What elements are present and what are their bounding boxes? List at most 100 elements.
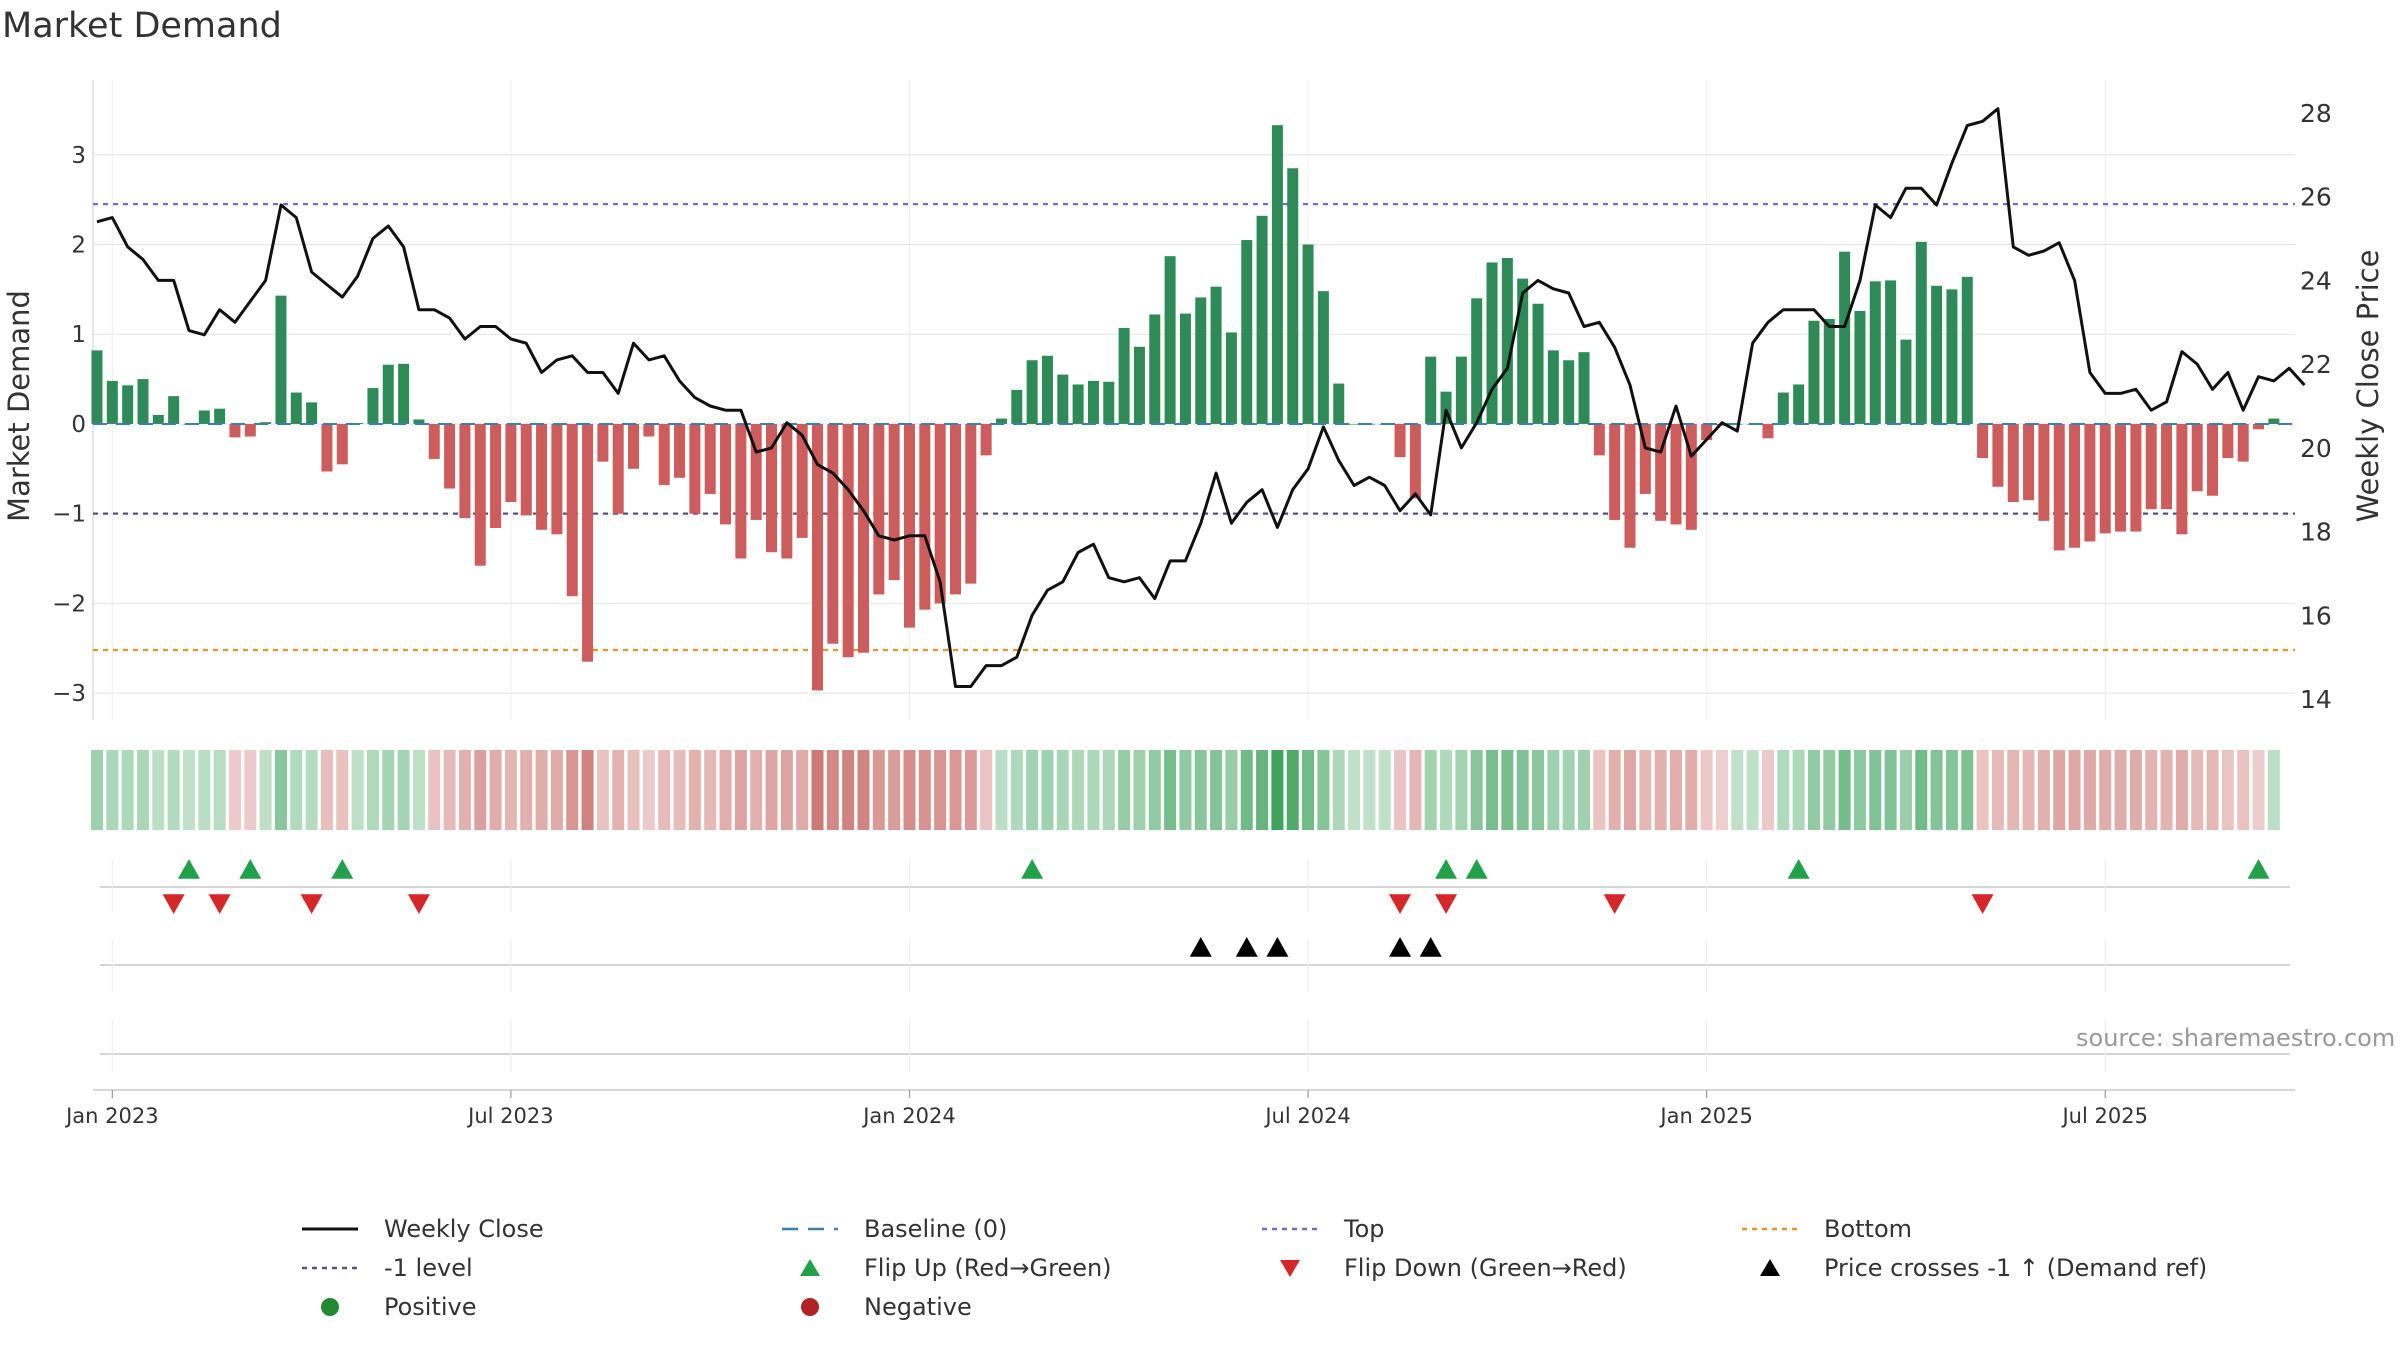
demand-bar bbox=[643, 423, 655, 437]
y-axis-title: Market Demand bbox=[2, 290, 36, 522]
demand-bar bbox=[91, 350, 103, 424]
legend-label: Positive bbox=[384, 1293, 477, 1321]
heat-strip-cell bbox=[305, 750, 318, 830]
demand-bar bbox=[474, 423, 486, 566]
legend: Weekly Close Baseline (0) Top Bottom -1 leve… bbox=[300, 1215, 2300, 1335]
flip-down-marker bbox=[1603, 894, 1626, 914]
heat-strip-cell bbox=[1961, 750, 1974, 830]
heat-strip-cell bbox=[1179, 750, 1192, 830]
demand-bar bbox=[1195, 297, 1207, 424]
heat-strip-cell bbox=[1378, 750, 1391, 830]
heat-strip-cell bbox=[1194, 750, 1207, 830]
demand-bar bbox=[1271, 125, 1283, 424]
demand-bar bbox=[2007, 423, 2019, 502]
legend-item: Negative bbox=[780, 1293, 972, 1321]
heat-strip-cell bbox=[274, 750, 287, 830]
demand-bar bbox=[1869, 281, 1881, 424]
demand-bar bbox=[2023, 423, 2035, 501]
demand-bar bbox=[214, 408, 226, 424]
heat-strip-cell bbox=[458, 750, 471, 830]
demand-bar bbox=[444, 423, 456, 489]
heat-strip-cell bbox=[121, 750, 134, 830]
demand-bar bbox=[796, 423, 808, 538]
demand-bar bbox=[1885, 280, 1897, 424]
flip-up-marker bbox=[239, 859, 262, 879]
legend-item: Top bbox=[1260, 1215, 1385, 1243]
price-cross-marker bbox=[1235, 937, 1258, 957]
flip-down-marker bbox=[407, 894, 430, 914]
demand-bar bbox=[306, 402, 318, 424]
heat-strip-cell bbox=[688, 750, 701, 830]
flip-up-marker bbox=[1465, 859, 1488, 879]
heat-strip-cell bbox=[1715, 750, 1728, 830]
heat-strip-cell bbox=[1164, 750, 1177, 830]
price-cross-marker bbox=[1189, 937, 1212, 957]
heat-strip-cell bbox=[474, 750, 487, 830]
demand-bar bbox=[612, 423, 624, 514]
demand-bar bbox=[903, 423, 915, 628]
demand-bar bbox=[1517, 278, 1529, 424]
demand-bar bbox=[1118, 327, 1130, 424]
heat-strip-cell bbox=[1148, 750, 1161, 830]
heat-strip-cell bbox=[2022, 750, 2035, 830]
heat-strip-cell bbox=[750, 750, 763, 830]
legend-symbol-line bbox=[300, 1219, 360, 1239]
legend-label: Flip Up (Red→Green) bbox=[864, 1254, 1112, 1282]
demand-bar bbox=[2237, 423, 2249, 462]
heat-strip-cell bbox=[290, 750, 303, 830]
demand-bar bbox=[321, 423, 333, 472]
demand-bar bbox=[168, 396, 180, 424]
legend-label: -1 level bbox=[384, 1254, 473, 1282]
heat-strip-cell bbox=[1884, 750, 1897, 830]
heat-strip-cell bbox=[259, 750, 272, 830]
demand-bar bbox=[367, 388, 379, 424]
legend-item: Flip Down (Green→Red) bbox=[1260, 1254, 1627, 1282]
demand-bar bbox=[1563, 360, 1575, 424]
heat-strip-cell bbox=[1700, 750, 1713, 830]
demand-bar bbox=[275, 295, 287, 424]
demand-bar bbox=[2176, 423, 2188, 535]
heat-strip-cell bbox=[1593, 750, 1606, 830]
demand-bar bbox=[1854, 310, 1866, 424]
heat-strip-cell bbox=[1394, 750, 1407, 830]
heat-strip-cell bbox=[2252, 750, 2265, 830]
legend-item: Bottom bbox=[1740, 1215, 1912, 1243]
demand-bar bbox=[152, 414, 164, 424]
demand-bar bbox=[1808, 320, 1820, 424]
heat-strip-cell bbox=[397, 750, 410, 830]
demand-bar bbox=[1333, 383, 1345, 424]
heat-strip-cell bbox=[535, 750, 548, 830]
demand-bar bbox=[1425, 356, 1437, 424]
demand-bar bbox=[628, 423, 640, 469]
legend-item: Flip Up (Red→Green) bbox=[780, 1254, 1112, 1282]
heat-strip-cell bbox=[673, 750, 686, 830]
x-tick-label: Jan 2025 bbox=[1658, 1104, 1753, 1128]
demand-bar bbox=[1670, 423, 1682, 525]
demand-bar bbox=[122, 385, 134, 424]
heat-strip-cell bbox=[1302, 750, 1315, 830]
heat-strip-cell bbox=[167, 750, 180, 830]
demand-bar bbox=[1532, 303, 1544, 424]
legend-item: Positive bbox=[300, 1293, 477, 1321]
heat-strip-cell bbox=[1317, 750, 1330, 830]
demand-bar bbox=[137, 379, 149, 424]
demand-bar bbox=[812, 423, 824, 691]
demand-bar bbox=[2038, 423, 2050, 521]
heat-strip-cell bbox=[1102, 750, 1115, 830]
heat-strip-cell bbox=[366, 750, 379, 830]
heat-strip-cell bbox=[734, 750, 747, 830]
heat-strip-cell bbox=[1424, 750, 1437, 830]
y2-tick-label: 16 bbox=[2300, 601, 2332, 630]
demand-bar bbox=[1317, 291, 1329, 424]
heat-strip-cell bbox=[1746, 750, 1759, 830]
flip-down-marker bbox=[1389, 894, 1412, 914]
demand-bar bbox=[536, 423, 548, 530]
heat-strip-cell bbox=[2068, 750, 2081, 830]
heat-strip-cell bbox=[903, 750, 916, 830]
demand-bar bbox=[1992, 423, 2004, 487]
heat-strip-cell bbox=[1087, 750, 1100, 830]
source-label: source: sharemaestro.com bbox=[2076, 1024, 2396, 1052]
demand-bar bbox=[1394, 423, 1406, 458]
demand-bar bbox=[2130, 423, 2142, 532]
legend-label: Bottom bbox=[1824, 1215, 1913, 1243]
